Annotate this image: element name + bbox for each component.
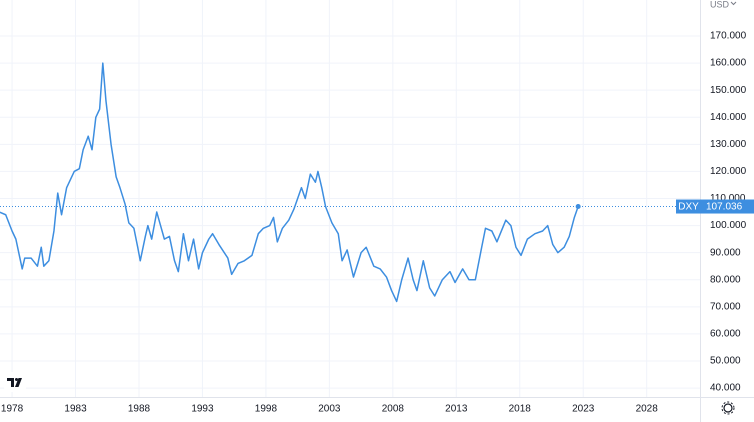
x-tick-label: 2008 <box>382 404 405 415</box>
price-badge <box>701 199 754 214</box>
currency-label[interactable]: USD <box>710 0 730 9</box>
last-point <box>575 204 581 210</box>
y-tick-label: 70.000 <box>710 301 741 312</box>
y-tick-label: 100.000 <box>710 220 747 231</box>
y-tick-label: 90.000 <box>710 247 741 258</box>
currency-dropdown[interactable] <box>730 1 737 6</box>
symbol-label: DXY <box>678 202 699 213</box>
y-tick-label: 170.000 <box>710 31 747 42</box>
y-tick-label: 80.000 <box>710 274 741 285</box>
plot <box>0 62 700 303</box>
x-tick-label: 2028 <box>636 404 659 415</box>
x-tick-label: 1983 <box>64 404 87 415</box>
y-tick-label: 40.000 <box>710 383 741 394</box>
logo <box>4 372 26 392</box>
x-tick-label: 1988 <box>128 404 151 415</box>
x-tick-label: 1998 <box>255 404 278 415</box>
y-tick-label: 50.000 <box>710 356 741 367</box>
y-tick-label: 140.000 <box>710 112 747 123</box>
last-price-label: 107.036 <box>706 202 743 213</box>
price-line <box>0 62 579 303</box>
settings-icon[interactable] <box>721 401 735 415</box>
y-tick-label: 150.000 <box>710 85 747 96</box>
x-tick-label: 2013 <box>445 404 468 415</box>
x-tick-label: 1978 <box>1 404 24 415</box>
x-tick-label: 1993 <box>191 404 214 415</box>
y-tick-label: 160.000 <box>710 58 747 69</box>
y-tick-label: 60.000 <box>710 329 741 340</box>
x-tick-label: 2003 <box>318 404 341 415</box>
symbol-badge <box>676 199 701 214</box>
y-tick-label: 110.000 <box>710 193 746 204</box>
y-tick-label: 120.000 <box>710 166 747 177</box>
x-tick-label: 2018 <box>509 404 532 415</box>
grid <box>0 0 700 397</box>
x-tick-label: 2023 <box>572 404 595 415</box>
y-tick-label: 130.000 <box>710 139 747 150</box>
